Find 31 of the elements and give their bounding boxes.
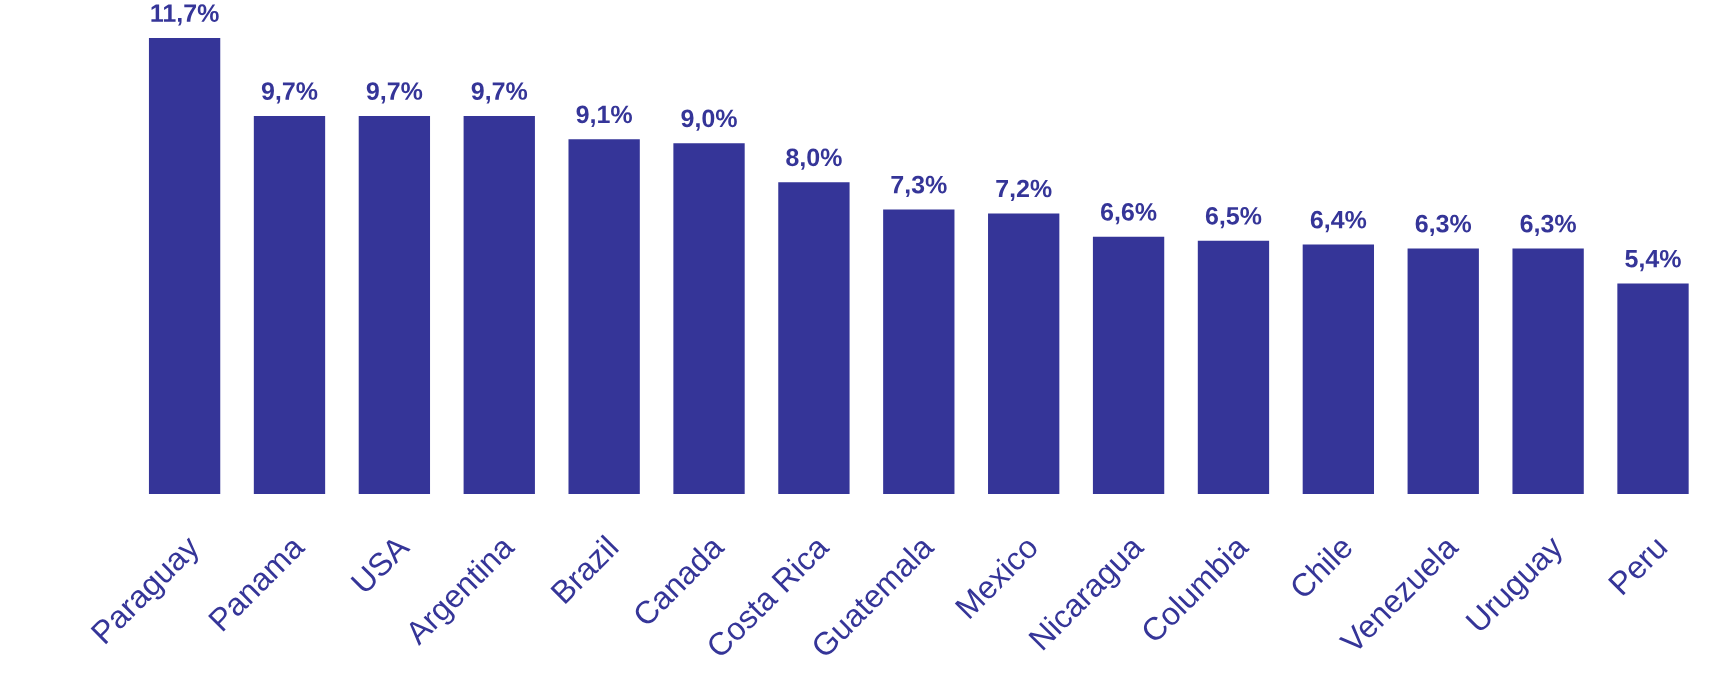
x-tick-label: USA	[350, 533, 411, 595]
bar	[463, 115, 535, 495]
data-label: 6,3%	[1520, 214, 1576, 237]
data-label: 6,3%	[1415, 214, 1472, 237]
data-label: 9,7%	[471, 82, 528, 104]
bar	[568, 139, 640, 495]
bar	[1092, 236, 1165, 495]
bar	[778, 182, 850, 495]
bar	[883, 209, 955, 495]
bar	[673, 143, 745, 495]
bar	[1407, 248, 1479, 495]
data-label: 9,1%	[576, 105, 632, 127]
data-label: 6,4%	[1310, 210, 1367, 233]
data-label: 6,6%	[1101, 203, 1157, 225]
data-label: 7,2%	[996, 179, 1052, 201]
data-label: 8,0%	[786, 148, 842, 170]
bar	[1302, 244, 1375, 495]
bar	[1617, 283, 1689, 495]
data-label: 11,7%	[151, 4, 219, 26]
bar	[1197, 240, 1270, 495]
data-label: 9,7%	[366, 82, 423, 104]
data-label: 9,0%	[681, 109, 737, 131]
bar	[253, 115, 326, 495]
data-label: 9,7%	[261, 82, 318, 104]
bar	[1512, 248, 1584, 495]
data-label: 7,3%	[891, 175, 947, 198]
data-label: 5,4%	[1625, 249, 1681, 272]
bar	[988, 213, 1060, 495]
bar	[358, 115, 431, 495]
data-label: 6,5%	[1205, 206, 1262, 229]
bar	[148, 38, 221, 495]
